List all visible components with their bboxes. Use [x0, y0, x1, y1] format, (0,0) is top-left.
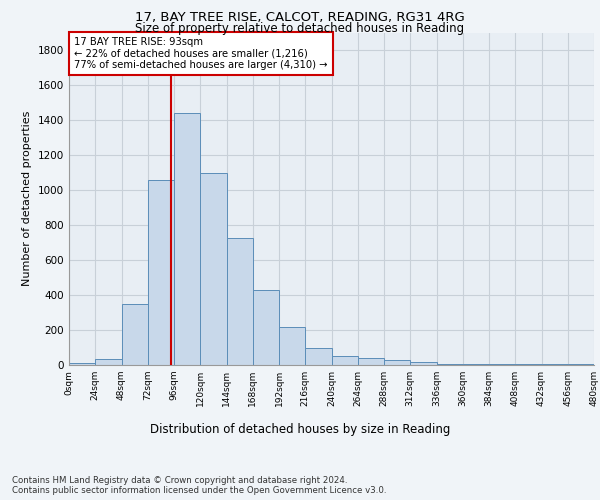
Bar	[200, 174, 227, 365]
Bar	[227, 238, 253, 365]
Text: 17, BAY TREE RISE, CALCOT, READING, RG31 4RG: 17, BAY TREE RISE, CALCOT, READING, RG31…	[135, 11, 465, 24]
Bar	[542, 364, 568, 365]
Bar	[437, 364, 463, 365]
Bar	[515, 364, 542, 365]
Bar	[305, 348, 331, 365]
Bar	[253, 290, 279, 365]
Bar	[148, 180, 174, 365]
Bar	[568, 364, 594, 365]
Text: Distribution of detached houses by size in Reading: Distribution of detached houses by size …	[150, 422, 450, 436]
Text: 17 BAY TREE RISE: 93sqm
← 22% of detached houses are smaller (1,216)
77% of semi: 17 BAY TREE RISE: 93sqm ← 22% of detache…	[74, 37, 328, 70]
Bar	[69, 363, 95, 365]
Bar	[95, 359, 121, 365]
Bar	[384, 360, 410, 365]
Bar	[174, 113, 200, 365]
Bar	[489, 364, 515, 365]
Text: Contains HM Land Registry data © Crown copyright and database right 2024.
Contai: Contains HM Land Registry data © Crown c…	[12, 476, 386, 495]
Bar	[463, 364, 489, 365]
Bar	[410, 362, 437, 365]
Bar	[279, 328, 305, 365]
Bar	[358, 358, 384, 365]
Y-axis label: Number of detached properties: Number of detached properties	[22, 111, 32, 286]
Bar	[331, 356, 358, 365]
Bar	[121, 304, 148, 365]
Text: Size of property relative to detached houses in Reading: Size of property relative to detached ho…	[136, 22, 464, 35]
